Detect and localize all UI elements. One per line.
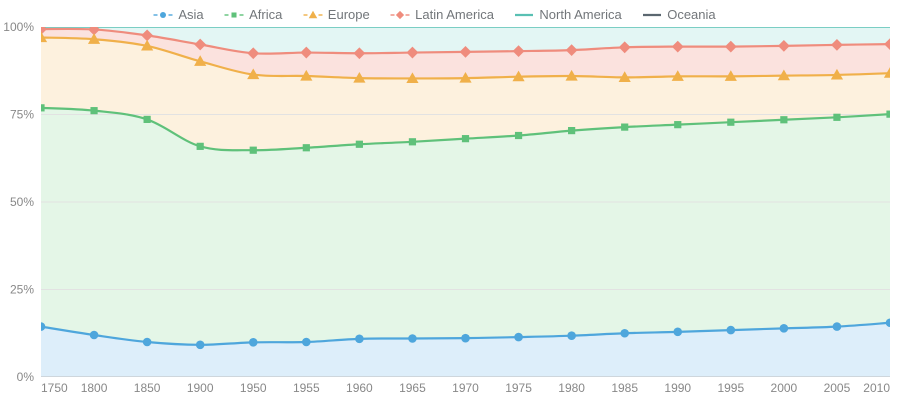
svg-text:0%: 0%	[17, 370, 35, 384]
svg-text:1960: 1960	[346, 381, 373, 395]
svg-text:1800: 1800	[81, 381, 108, 395]
svg-text:75%: 75%	[10, 108, 34, 122]
svg-text:2000: 2000	[771, 381, 798, 395]
svg-text:1965: 1965	[399, 381, 426, 395]
svg-text:1985: 1985	[611, 381, 638, 395]
svg-text:2005: 2005	[824, 381, 851, 395]
svg-text:1900: 1900	[187, 381, 214, 395]
svg-text:1750: 1750	[41, 381, 68, 395]
svg-text:1995: 1995	[717, 381, 744, 395]
svg-text:1950: 1950	[240, 381, 267, 395]
svg-text:1990: 1990	[664, 381, 691, 395]
svg-text:2010: 2010	[863, 381, 890, 395]
svg-text:50%: 50%	[10, 195, 34, 209]
svg-text:1975: 1975	[505, 381, 532, 395]
svg-text:25%: 25%	[10, 283, 34, 297]
svg-text:1955: 1955	[293, 381, 320, 395]
svg-text:1980: 1980	[558, 381, 585, 395]
svg-text:1850: 1850	[134, 381, 161, 395]
svg-text:1970: 1970	[452, 381, 479, 395]
